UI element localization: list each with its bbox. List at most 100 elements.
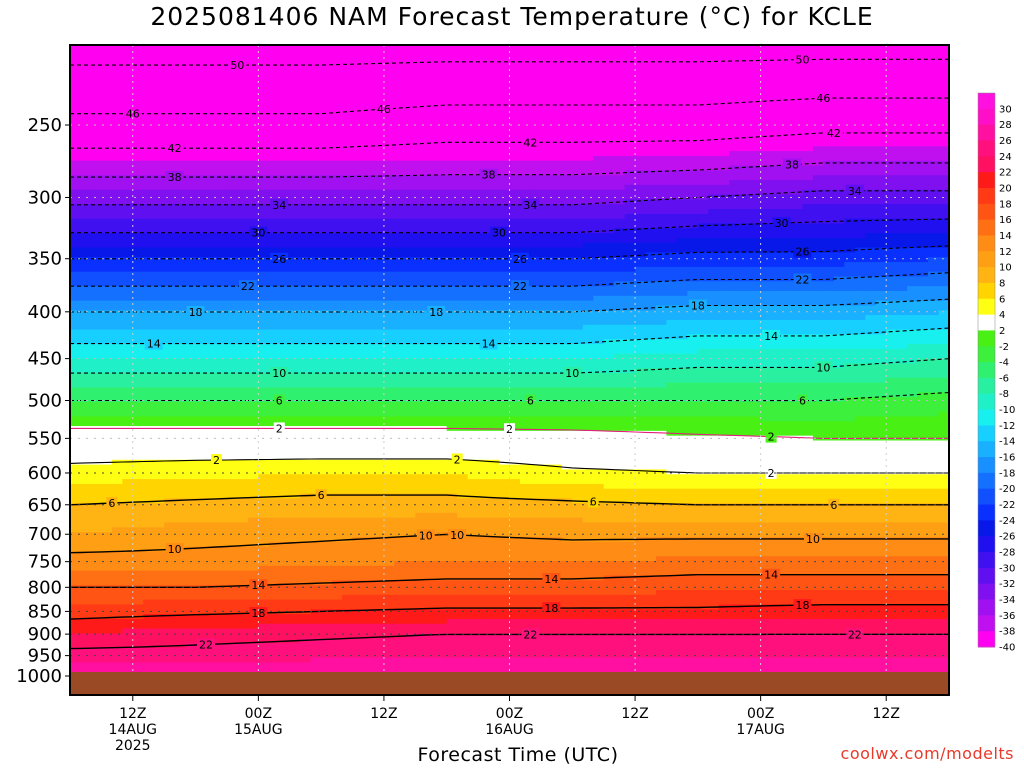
heatmap-cell — [436, 136, 448, 143]
heatmap-cell — [279, 300, 291, 307]
heatmap-cell — [80, 667, 92, 673]
heatmap-cell — [331, 107, 343, 114]
heatmap-cell — [153, 262, 165, 268]
heatmap-cell — [342, 377, 354, 384]
heatmap-cell — [415, 160, 427, 167]
heatmap-cell — [153, 180, 165, 186]
heatmap-cell — [268, 315, 280, 321]
heatmap-cell — [383, 49, 395, 56]
heatmap-cell — [143, 657, 155, 663]
heatmap-cell — [111, 290, 123, 297]
heatmap-cell — [80, 286, 92, 292]
heatmap-cell — [321, 454, 333, 461]
heatmap-cell — [226, 247, 239, 253]
heatmap-cell — [310, 633, 322, 639]
heatmap-cell — [237, 440, 249, 446]
heatmap-cell — [122, 170, 134, 176]
heatmap-cell — [90, 517, 102, 524]
heatmap-cell — [101, 290, 113, 297]
heatmap-cell — [342, 310, 354, 316]
heatmap-cell — [467, 151, 479, 157]
heatmap-cell — [122, 609, 134, 615]
heatmap-cell — [111, 474, 123, 480]
heatmap-cell — [321, 102, 333, 109]
heatmap-cell — [174, 290, 186, 297]
heatmap-cell — [206, 141, 218, 147]
heatmap-cell — [321, 266, 333, 273]
heatmap-cell — [90, 556, 102, 562]
heatmap-cell — [111, 527, 123, 533]
heatmap-cell — [363, 189, 375, 196]
heatmap-cell — [352, 508, 364, 514]
heatmap-cell — [90, 228, 102, 234]
heatmap-cell — [174, 344, 186, 350]
heatmap-cell — [436, 344, 448, 350]
heatmap-cell — [226, 604, 239, 610]
heatmap-cell — [436, 213, 448, 220]
heatmap-cell — [342, 83, 354, 89]
heatmap-cell — [300, 459, 312, 466]
heatmap-cell — [373, 643, 385, 649]
heatmap-cell — [404, 45, 416, 51]
heatmap-cell — [331, 247, 343, 253]
heatmap-cell — [174, 310, 186, 316]
heatmap-cell — [80, 204, 92, 210]
heatmap-cell — [247, 565, 259, 572]
heatmap-cell — [279, 151, 291, 157]
heatmap-cell — [404, 155, 416, 162]
heatmap-cell — [70, 64, 82, 70]
heatmap-cell — [90, 300, 102, 307]
heatmap-cell — [394, 358, 406, 364]
heatmap-cell — [80, 64, 92, 70]
heatmap-cell — [164, 430, 176, 437]
heatmap-cell — [258, 329, 270, 335]
heatmap-cell — [174, 126, 186, 133]
heatmap-cell — [436, 334, 448, 340]
heatmap-cell — [237, 69, 249, 75]
heatmap-cell — [436, 469, 448, 475]
heatmap-cell — [164, 126, 176, 133]
heatmap-cell — [70, 532, 82, 538]
heatmap-cell — [195, 141, 207, 147]
heatmap-cell — [206, 421, 218, 427]
heatmap-cell — [164, 300, 176, 307]
heatmap-cell — [111, 657, 123, 663]
heatmap-cell — [394, 440, 406, 446]
heatmap-cell — [164, 290, 176, 297]
heatmap-cell — [268, 64, 280, 70]
heatmap-cell — [310, 556, 322, 562]
heatmap-cell — [352, 382, 364, 389]
heatmap-cell — [342, 541, 354, 548]
heatmap-cell — [185, 536, 197, 543]
heatmap-cell — [289, 546, 301, 553]
heatmap-cell — [195, 204, 207, 210]
heatmap-cell — [373, 580, 385, 586]
heatmap-cell — [394, 300, 406, 307]
heatmap-cell — [363, 93, 375, 99]
heatmap-cell — [101, 122, 113, 128]
heatmap-cell — [132, 175, 144, 181]
heatmap-cell — [352, 580, 364, 586]
heatmap-cell — [258, 498, 270, 504]
heatmap-cell — [404, 117, 416, 123]
heatmap-cell — [195, 218, 207, 225]
heatmap-cell — [446, 401, 458, 408]
heatmap-cell — [70, 237, 82, 244]
heatmap-cell — [436, 565, 448, 572]
heatmap-cell — [446, 257, 458, 263]
heatmap-cell — [247, 618, 259, 625]
heatmap-cell — [300, 300, 312, 307]
heatmap-cell — [216, 73, 228, 80]
heatmap-cell — [373, 339, 385, 345]
heatmap-cell — [153, 604, 165, 610]
heatmap-cell — [226, 401, 239, 408]
heatmap-cell — [237, 180, 249, 186]
heatmap-cell — [70, 382, 82, 389]
heatmap-cell — [363, 508, 375, 514]
heatmap-cell — [310, 339, 322, 345]
heatmap-cell — [363, 107, 375, 114]
heatmap-cell — [101, 141, 113, 147]
heatmap-cell — [237, 532, 249, 538]
heatmap-cell — [164, 372, 176, 379]
heatmap-cell — [446, 368, 458, 374]
